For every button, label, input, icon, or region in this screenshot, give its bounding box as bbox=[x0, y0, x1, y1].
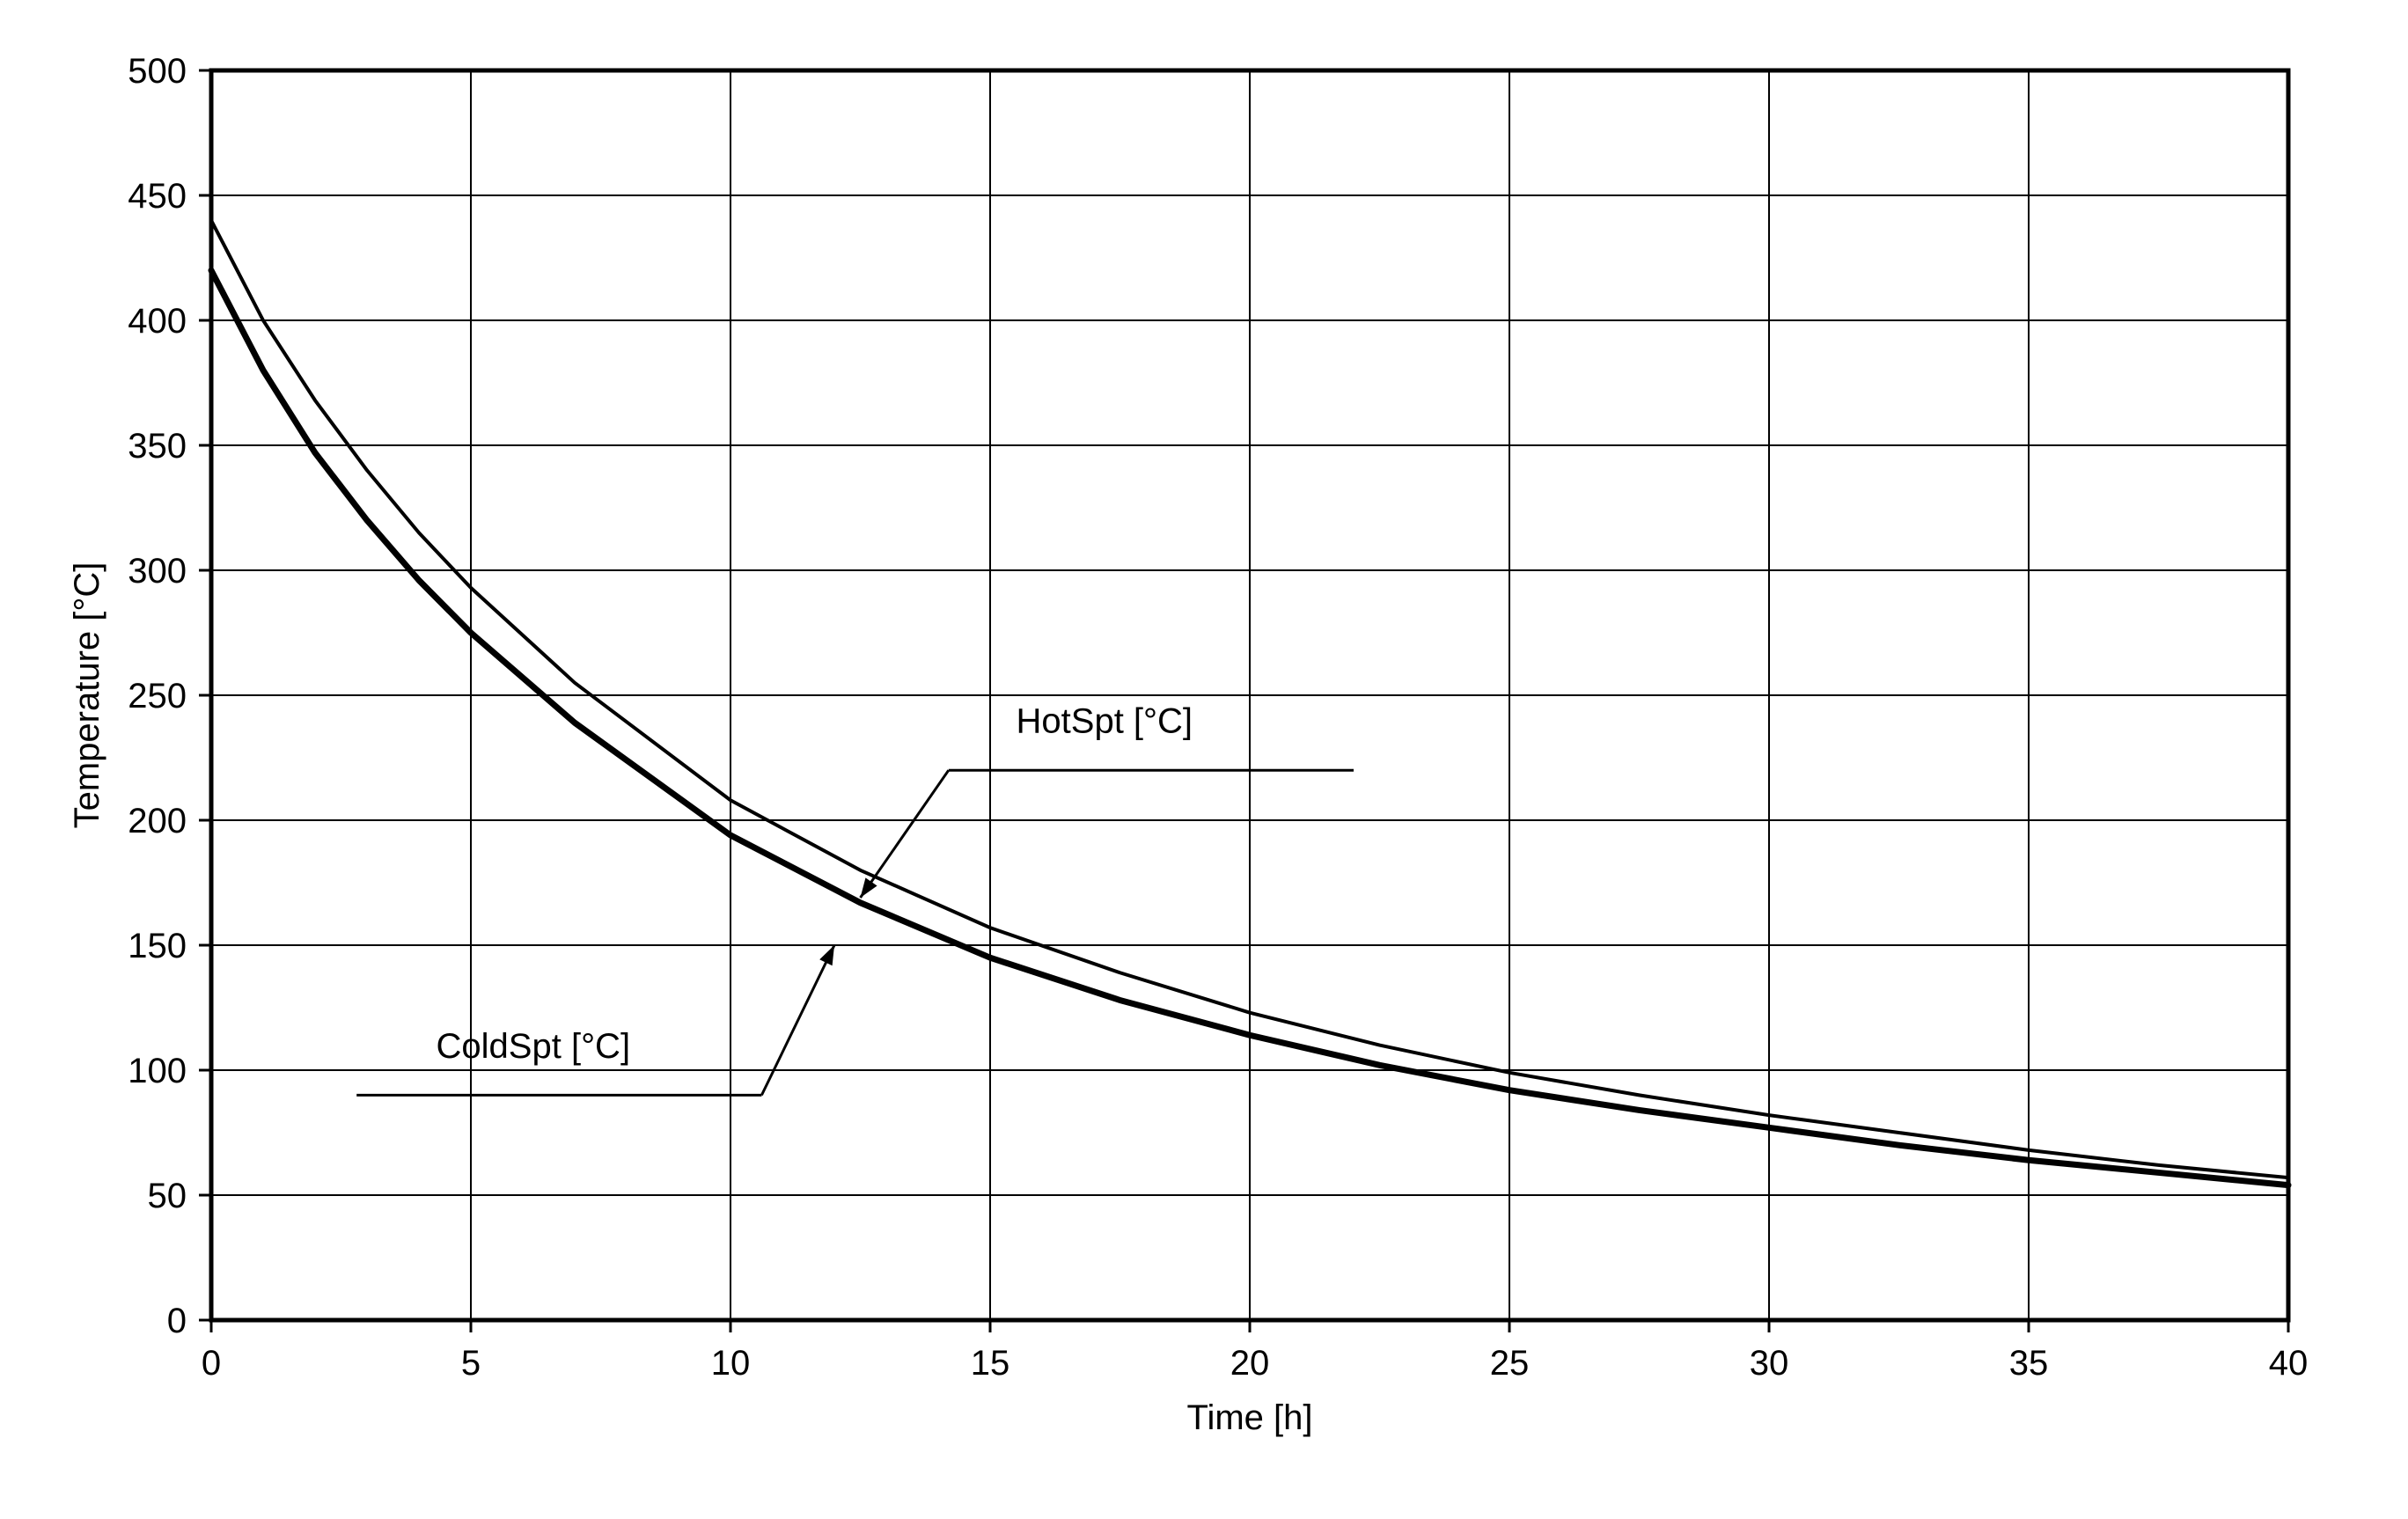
y-tick-label: 0 bbox=[167, 1302, 187, 1340]
x-tick-label: 40 bbox=[2269, 1344, 2309, 1383]
x-tick-label: 15 bbox=[971, 1344, 1010, 1383]
x-tick-label: 5 bbox=[461, 1344, 481, 1383]
y-tick-label: 300 bbox=[128, 552, 187, 591]
y-tick-label: 450 bbox=[128, 177, 187, 216]
y-axis-title: Temperature [°C] bbox=[68, 562, 106, 829]
x-axis-title: Time [h] bbox=[1187, 1398, 1313, 1437]
annotation-label: HotSpt [°C] bbox=[1017, 702, 1193, 741]
y-tick-label: 150 bbox=[128, 927, 187, 965]
y-tick-label: 200 bbox=[128, 802, 187, 840]
y-tick-label: 100 bbox=[128, 1052, 187, 1090]
annotation-label: ColdSpt [°C] bbox=[437, 1027, 631, 1066]
x-tick-label: 20 bbox=[1230, 1344, 1270, 1383]
y-tick-label: 500 bbox=[128, 52, 187, 91]
x-tick-label: 0 bbox=[202, 1344, 221, 1383]
x-tick-label: 25 bbox=[1490, 1344, 1530, 1383]
y-tick-label: 50 bbox=[148, 1177, 187, 1215]
temperature-vs-time-chart: 0510152025303540050100150200250300350400… bbox=[0, 0, 2408, 1519]
x-tick-label: 30 bbox=[1750, 1344, 1789, 1383]
y-tick-label: 350 bbox=[128, 427, 187, 466]
x-tick-label: 35 bbox=[2009, 1344, 2049, 1383]
y-tick-label: 250 bbox=[128, 677, 187, 715]
y-tick-label: 400 bbox=[128, 302, 187, 341]
x-tick-label: 10 bbox=[711, 1344, 751, 1383]
chart-svg: 0510152025303540050100150200250300350400… bbox=[0, 0, 2408, 1519]
